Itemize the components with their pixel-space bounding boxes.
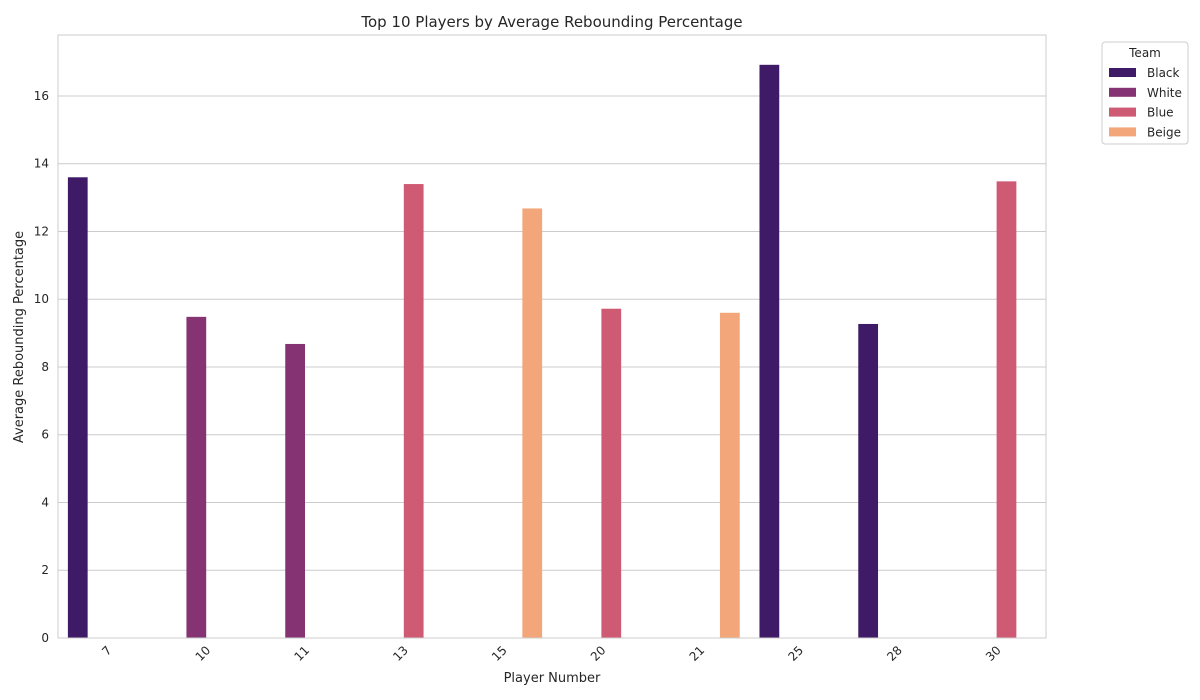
bar-black-player-28 <box>858 323 879 638</box>
bar-white-player-10 <box>186 316 207 638</box>
bar-blue-player-20 <box>601 308 622 638</box>
legend-label-blue: Blue <box>1147 106 1174 120</box>
y-tick-label: 4 <box>41 495 49 509</box>
x-tick-label: 25 <box>785 643 806 664</box>
bar-white-player-11 <box>285 343 305 638</box>
legend-label-black: Black <box>1147 66 1180 80</box>
legend: Team Black White Blue Beige <box>1101 41 1189 145</box>
legend-frame <box>1101 41 1189 145</box>
x-tick-label: 30 <box>983 643 1004 664</box>
bar-blue-player-30 <box>996 181 1017 638</box>
x-tick-label: 15 <box>489 643 510 664</box>
y-tick-label: 14 <box>34 157 49 171</box>
legend-title: Team <box>1128 46 1161 60</box>
legend-items: Black White Blue Beige <box>1109 66 1182 139</box>
y-tick-label: 10 <box>34 292 49 306</box>
y-tick-label: 16 <box>34 89 49 103</box>
legend-label-white: White <box>1147 86 1182 100</box>
y-axis-label: Average Rebounding Percentage <box>12 231 27 443</box>
y-tick-label: 12 <box>34 224 49 238</box>
y-tick-label: 6 <box>41 428 49 442</box>
x-tick-label: 7 <box>99 643 114 658</box>
x-tick-label: 20 <box>588 643 609 664</box>
y-tick-label: 0 <box>41 631 49 645</box>
x-axis-label: Player Number <box>504 671 601 686</box>
legend-swatch-beige <box>1109 127 1136 137</box>
legend-label-beige: Beige <box>1147 125 1181 139</box>
legend-swatch-black <box>1109 68 1136 77</box>
x-axis-ticks: 7 10 11 13 15 20 21 25 28 30 <box>99 643 1004 664</box>
bar-black-player-7 <box>67 177 88 639</box>
bar-black-player-25 <box>759 64 780 639</box>
bar-beige-player-15 <box>522 208 543 638</box>
bars <box>67 64 1017 639</box>
y-tick-label: 2 <box>41 563 49 577</box>
bar-blue-player-13 <box>403 184 424 638</box>
y-axis-ticks: 0 2 4 6 8 10 12 14 16 <box>34 89 49 645</box>
plot-frame <box>57 34 1047 639</box>
legend-swatch-white <box>1109 87 1136 97</box>
x-tick-label: 13 <box>390 643 411 664</box>
bar-beige-player-21 <box>719 312 740 638</box>
x-tick-label: 28 <box>884 643 905 664</box>
plot-area <box>58 35 1046 638</box>
legend-swatch-blue <box>1109 107 1136 117</box>
x-tick-label: 21 <box>687 643 708 664</box>
chart-title: Top 10 Players by Average Rebounding Per… <box>360 13 742 31</box>
x-tick-label: 11 <box>291 643 312 664</box>
y-tick-label: 8 <box>41 360 49 374</box>
x-tick-label: 10 <box>193 643 214 664</box>
